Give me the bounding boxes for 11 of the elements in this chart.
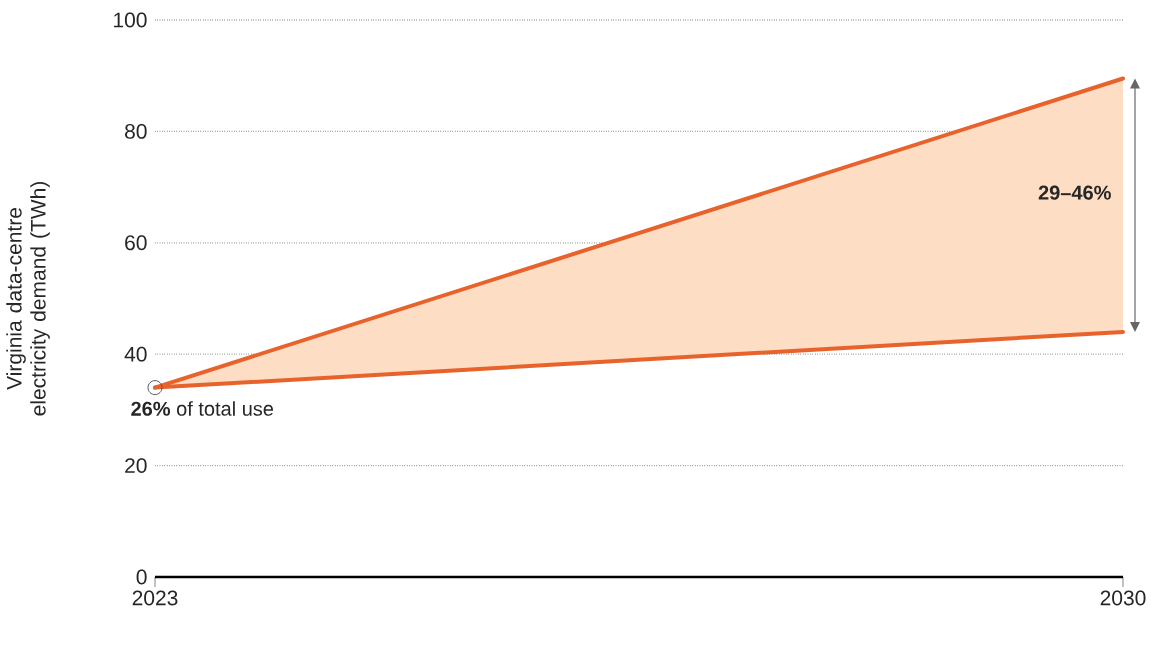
x-tick-label: 2030 (1100, 590, 1146, 606)
x-tick-label: 2023 (132, 590, 178, 606)
y-axis-title: Virginia data-centre electricity demand (TWh) (6, 181, 50, 416)
y-tick-label: 0 (136, 569, 147, 585)
y-tick-label: 20 (125, 458, 147, 474)
y-tick-label: 60 (125, 235, 147, 251)
annotation: 29–46% (1038, 185, 1111, 200)
annotation: 26% of total use (131, 401, 274, 416)
y-tick-label: 80 (125, 123, 147, 139)
y-tick-label: 40 (124, 346, 147, 362)
y-tick-label: 100 (114, 12, 147, 28)
